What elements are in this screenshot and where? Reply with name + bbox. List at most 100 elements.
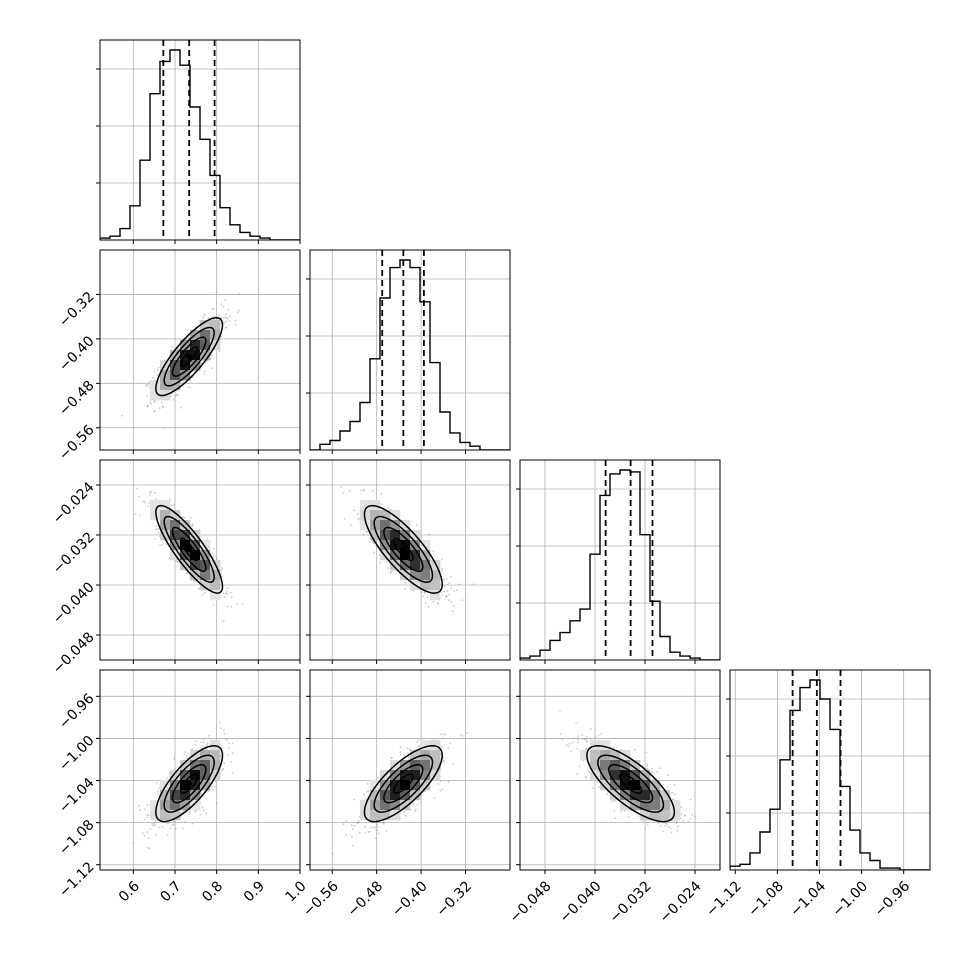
scatter-point: [221, 567, 223, 569]
scatter-point: [153, 410, 156, 413]
scatter-point: [146, 816, 149, 819]
contour-line: [363, 504, 443, 594]
scatter-point: [662, 830, 664, 833]
density-cell: [370, 510, 381, 521]
histogram-step: [730, 679, 930, 870]
density-cell: [160, 500, 171, 511]
scatter-point: [199, 813, 202, 816]
scatter-point: [147, 821, 150, 824]
contour-line: [171, 526, 207, 573]
scatter-point: [172, 820, 175, 822]
y-tick-label: −0.56: [56, 422, 98, 464]
scatter-point: [596, 781, 599, 784]
scatter-point: [424, 602, 427, 605]
scatter-point: [223, 732, 226, 735]
density-cell: [610, 780, 621, 791]
scatter-point: [184, 751, 187, 753]
scatter-point: [439, 789, 442, 792]
scatter-point: [224, 738, 227, 740]
density-cell: [180, 340, 191, 351]
scatter-point: [652, 778, 655, 780]
scatter-point: [664, 824, 667, 827]
density-cell: [170, 530, 181, 541]
scatter-point: [559, 709, 561, 712]
density-cell: [660, 790, 671, 801]
scatter-point: [373, 551, 376, 554]
density-cell: [650, 790, 661, 801]
density-cell: [210, 330, 221, 341]
scatter-point: [156, 369, 159, 371]
scatter-point: [365, 530, 368, 533]
scatter-point: [651, 770, 653, 773]
density-cell: [160, 790, 171, 801]
x-tick-label: −0.024: [657, 878, 705, 926]
density-cell: [640, 810, 651, 821]
scatter-point: [443, 578, 445, 581]
scatter-point: [691, 813, 694, 816]
scatter-point: [154, 824, 156, 827]
y-tick-label: −0.048: [50, 629, 98, 677]
density-cell: [400, 760, 411, 771]
scatter-point: [161, 401, 163, 404]
scatter-point: [415, 523, 418, 526]
density-cell: [170, 770, 181, 781]
density-cell: [400, 550, 411, 561]
scatter-point: [230, 605, 233, 608]
scatter-point: [161, 825, 164, 828]
scatter-point: [348, 489, 351, 492]
x-tick-label: 0.7: [158, 878, 185, 905]
scatter-point: [589, 727, 592, 730]
scatter-point: [215, 291, 218, 293]
scatter-point: [414, 810, 416, 812]
scatter-point: [174, 394, 177, 397]
scatter-point: [155, 498, 157, 501]
scatter-point: [363, 489, 365, 492]
density-cell: [200, 330, 211, 341]
y-tick-label: −0.024: [50, 479, 98, 527]
scatter-point: [155, 781, 158, 784]
scatter-point: [185, 755, 188, 757]
scatter-point: [572, 741, 574, 744]
contour-line: [392, 537, 414, 562]
density-cell: [420, 770, 431, 781]
scatter-point: [226, 593, 229, 595]
scatter-point: [368, 540, 371, 543]
scatter-point: [391, 757, 393, 759]
scatter-point: [183, 516, 186, 519]
scatter-point: [680, 817, 682, 820]
scatter-point: [203, 738, 205, 740]
density-cell: [190, 800, 201, 811]
scatter-point: [147, 505, 150, 507]
scatter-point: [366, 782, 369, 785]
scatter-point: [594, 736, 597, 739]
scatter-point: [568, 742, 571, 745]
scatter-point: [646, 824, 649, 827]
scatter-point: [364, 832, 367, 835]
scatter-point: [227, 746, 230, 749]
density-cell: [420, 540, 431, 551]
scatter-point: [218, 721, 221, 724]
density-cell: [390, 800, 401, 811]
scatter-point: [585, 748, 588, 750]
x-tick-label: −1.08: [745, 878, 787, 920]
density-cell: [170, 380, 181, 391]
density-cell: [630, 790, 641, 801]
scatter-point: [198, 587, 200, 590]
scatter-point: [351, 828, 354, 830]
scatter-point: [234, 319, 237, 322]
scatter-point: [220, 573, 223, 575]
scatter-point: [186, 329, 189, 332]
scatter-point: [210, 785, 213, 788]
scatter-point: [145, 385, 148, 388]
scatter-point: [356, 821, 359, 824]
scatter-point: [447, 747, 450, 750]
density-cell: [190, 550, 201, 561]
scatter-point: [211, 367, 213, 370]
scatter-point: [166, 834, 169, 837]
scatter-point: [666, 774, 669, 777]
density-cell: [380, 530, 391, 541]
panel-frame: [309, 249, 511, 451]
density-cell: [190, 530, 201, 541]
scatter-point: [230, 760, 233, 763]
scatter-point: [143, 500, 146, 503]
